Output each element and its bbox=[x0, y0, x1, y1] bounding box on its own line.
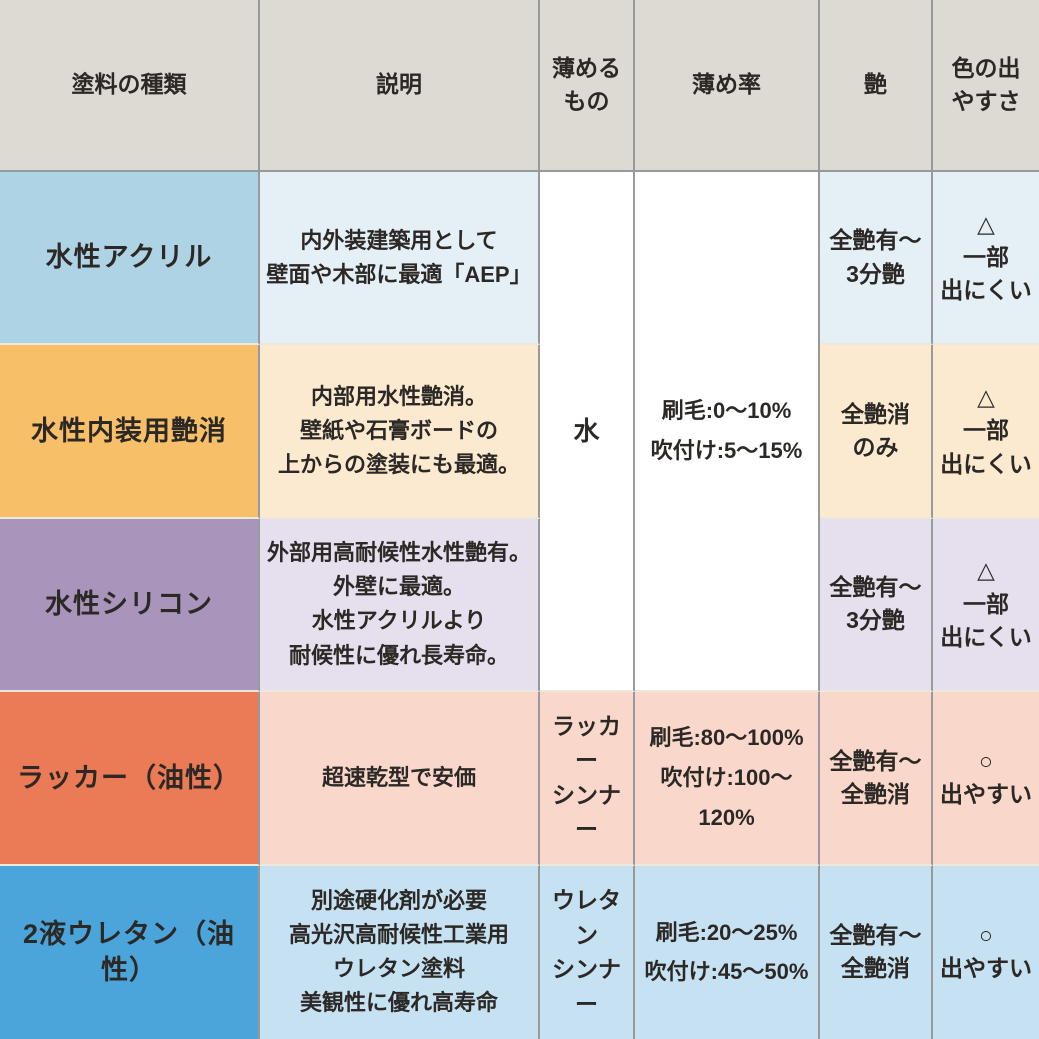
thinner-cell: ウレタン シンナー bbox=[540, 865, 635, 1039]
table-row-lacquer: ラッカー（油性） 超速乾型で安価 ラッカー シンナー 刷毛:80〜100% 吹付… bbox=[0, 692, 1039, 866]
description-cell: 別途硬化剤が必要 高光沢高耐候性工業用 ウレタン塗料 美観性に優れ高寿命 bbox=[260, 865, 540, 1039]
table-row-silicone: 水性シリコン 外部用高耐候性水性艶有。 外壁に最適。 水性アクリルより 耐候性に… bbox=[0, 518, 1039, 693]
description-cell: 内部用水性艶消。 壁紙や石膏ボードの 上からの塗装にも最適。 bbox=[260, 345, 540, 519]
header-row: 塗料の種類 説明 薄める もの 薄め率 艶 色の出 やすさ bbox=[0, 0, 1039, 172]
color-ease-cell: △ 一部 出にくい bbox=[933, 345, 1039, 519]
table-row-interior-matte: 水性内装用艶消 内部用水性艶消。 壁紙や石膏ボードの 上からの塗装にも最適。 全… bbox=[0, 345, 1039, 519]
header-description: 説明 bbox=[260, 0, 540, 172]
paint-type-cell: ラッカー（油性） bbox=[0, 692, 260, 866]
gloss-cell: 全艶有〜 3分艶 bbox=[820, 172, 933, 346]
gloss-cell: 全艶消 のみ bbox=[820, 345, 933, 519]
thinner-cell: ラッカー シンナー bbox=[540, 692, 635, 866]
description-cell: 超速乾型で安価 bbox=[260, 692, 540, 866]
paint-type-cell: 水性アクリル bbox=[0, 172, 260, 346]
gloss-cell: 全艶有〜 全艶消 bbox=[820, 865, 933, 1039]
gloss-cell: 全艶有〜 3分艶 bbox=[820, 518, 933, 693]
description-cell: 外部用高耐候性水性艶有。 外壁に最適。 水性アクリルより 耐候性に優れ長寿命。 bbox=[260, 518, 540, 693]
paint-type-cell: 水性内装用艶消 bbox=[0, 345, 260, 519]
description-cell: 内外装建築用として 壁面や木部に最適「AEP」 bbox=[260, 172, 540, 346]
color-ease-cell: △ 一部 出にくい bbox=[933, 172, 1039, 346]
dilution-rate-cell-merged: 刷毛:0〜10% 吹付け:5〜15% bbox=[635, 172, 820, 693]
gloss-cell: 全艶有〜 全艶消 bbox=[820, 692, 933, 866]
table-row-urethane: 2液ウレタン（油性） 別途硬化剤が必要 高光沢高耐候性工業用 ウレタン塗料 美観… bbox=[0, 865, 1039, 1039]
header-paint-type: 塗料の種類 bbox=[0, 0, 260, 172]
table-body: 水性アクリル 内外装建築用として 壁面や木部に最適「AEP」 水 刷毛:0〜10… bbox=[0, 172, 1039, 1039]
color-ease-cell: △ 一部 出にくい bbox=[933, 518, 1039, 693]
header-gloss: 艶 bbox=[820, 0, 933, 172]
color-ease-cell: ○ 出やすい bbox=[933, 692, 1039, 866]
dilution-rate-cell: 刷毛:20〜25% 吹付け:45〜50% bbox=[635, 865, 820, 1039]
header-color-ease: 色の出 やすさ bbox=[933, 0, 1039, 172]
color-ease-cell: ○ 出やすい bbox=[933, 865, 1039, 1039]
thinner-cell-merged: 水 bbox=[540, 172, 635, 693]
dilution-rate-cell: 刷毛:80〜100% 吹付け:100〜120% bbox=[635, 692, 820, 866]
table-row-acrylic: 水性アクリル 内外装建築用として 壁面や木部に最適「AEP」 水 刷毛:0〜10… bbox=[0, 172, 1039, 693]
header-dilution-rate: 薄め率 bbox=[635, 0, 820, 172]
paint-type-cell: 2液ウレタン（油性） bbox=[0, 865, 260, 1039]
header-thinner: 薄める もの bbox=[540, 0, 635, 172]
table-header: 塗料の種類 説明 薄める もの 薄め率 艶 色の出 やすさ bbox=[0, 0, 1039, 172]
paint-type-cell: 水性シリコン bbox=[0, 518, 260, 693]
